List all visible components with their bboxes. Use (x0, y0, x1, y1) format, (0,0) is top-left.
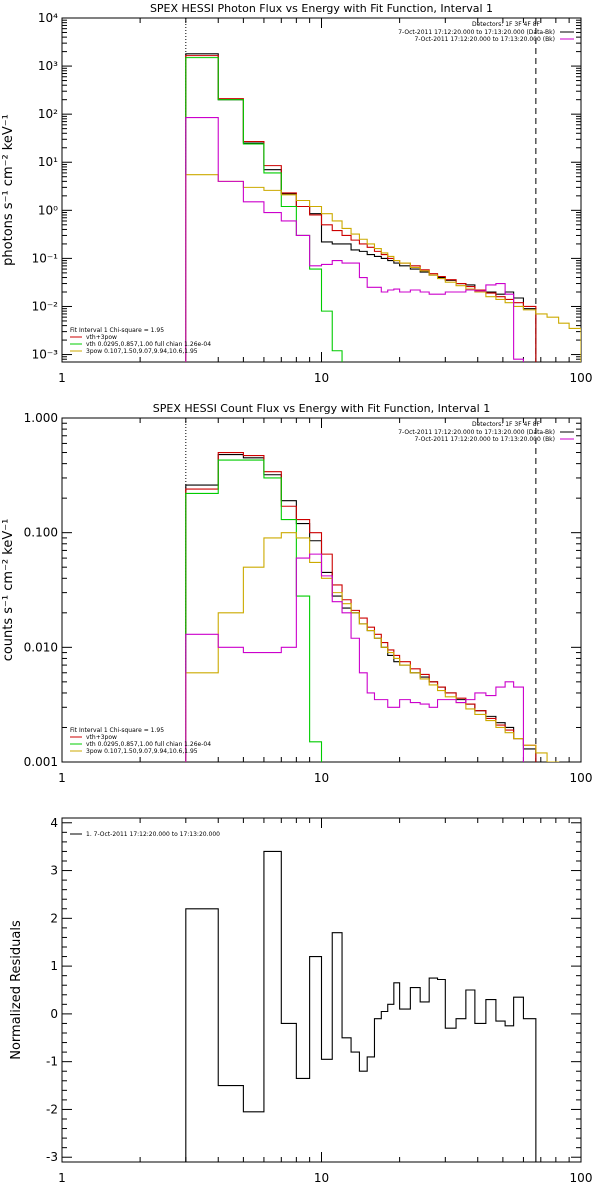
series-vth (185, 459, 323, 762)
series-vth-3pow (185, 55, 537, 362)
y-tick-label: 10⁰ (38, 203, 58, 217)
legend-entry-label: 7-Oct-2011 17:12:20.000 to 17:13:20.000 … (415, 436, 556, 443)
y-tick-label: 1 (50, 959, 58, 973)
y-tick-label: 4 (50, 816, 58, 830)
y-tick-label: 0.001 (24, 755, 58, 769)
y-tick-label: 0.010 (24, 640, 58, 654)
y-tick-label: -1 (46, 1055, 58, 1069)
y-tick-label: -3 (46, 1150, 58, 1164)
series-data-bk (185, 53, 537, 362)
series-vth-3pow (185, 451, 537, 762)
x-tick-label: 100 (570, 771, 593, 785)
y-tick-label: 3 (50, 864, 58, 878)
legend-fit-header: Fit Interval 1 Chi-square = 1.95 (70, 327, 164, 334)
y-tick-label: 10⁻³ (32, 348, 59, 362)
x-tick-label: 10 (314, 771, 329, 785)
y-tick-label: 10² (38, 107, 58, 121)
legend-entry-label: 1. 7-Oct-2011 17:12:20.000 to 17:13:20.0… (86, 831, 220, 838)
series-bk (185, 553, 524, 762)
y-tick-label: 10⁻¹ (32, 251, 59, 265)
series-bk (185, 117, 524, 362)
legend-entry-label: 7-Oct-2011 17:12:20.000 to 17:13:20.000 … (398, 429, 555, 436)
x-tick-label: 100 (570, 1171, 593, 1185)
plot-frame (61, 417, 582, 763)
y-tick-label: 0 (50, 1007, 58, 1021)
legend-entry-label: vth 0.0295,0.857,1.00 full chian 1.26e-0… (86, 741, 211, 748)
panel-3: 1 10 100 -3 -2 -1 0 1 2 3 4 Normalized Residuals 1. … (9, 816, 592, 1185)
panel-2: SPEX HESSI Count Flux vs Energy with Fit… (1, 402, 593, 785)
y-tick-label: 1.000 (24, 411, 58, 425)
y-axis-label: counts s⁻¹ cm⁻² keV⁻¹ (1, 519, 16, 662)
series-3pow (185, 174, 581, 362)
x-tick-label: 1 (58, 771, 66, 785)
x-tick-label: 100 (570, 371, 593, 385)
series-vth (185, 57, 343, 362)
y-tick-label: 0.100 (24, 526, 58, 540)
y-tick-label: 10⁴ (38, 11, 58, 25)
x-tick-label: 1 (58, 371, 66, 385)
y-tick-label: 2 (50, 911, 58, 925)
chart-title: SPEX HESSI Count Flux vs Energy with Fit… (153, 402, 490, 415)
y-axis-label: Normalized Residuals (9, 920, 24, 1060)
legend-entry-label: vth+3pow (86, 334, 117, 341)
x-tick-label: 10 (314, 1171, 329, 1185)
chart-title: SPEX HESSI Photon Flux vs Energy with Fi… (150, 2, 493, 15)
y-axis-label: photons s⁻¹ cm⁻² keV⁻¹ (1, 114, 16, 266)
y-tick-label: 10³ (38, 59, 58, 73)
panel-1: SPEX HESSI Photon Flux vs Energy with Fi… (1, 2, 592, 385)
legend-entry-label: 3pow 0.107,1.50,9.07,9.94,10.6,1.95 (86, 748, 198, 755)
legend-entry-label: vth 0.0295,0.857,1.00 full chian 1.26e-0… (86, 341, 211, 348)
legend-entry-label: 7-Oct-2011 17:12:20.000 to 17:13:20.000 … (398, 29, 555, 36)
y-tick-label: -2 (46, 1102, 58, 1116)
legend-detectors: Detectors: 1F 3F 4F 8F (472, 21, 541, 28)
x-tick-label: 1 (58, 1171, 66, 1185)
series-data-bk (185, 454, 537, 762)
legend-entry-label: 7-Oct-2011 17:12:20.000 to 17:13:20.000 … (415, 36, 556, 43)
y-tick-label: 10¹ (38, 155, 58, 169)
series-3pow (185, 532, 560, 762)
legend-fit-header: Fit Interval 1 Chi-square = 1.95 (70, 727, 164, 734)
legend-entry-label: vth+3pow (86, 734, 117, 741)
y-tick-label: 10⁻² (32, 299, 59, 313)
series-residuals (185, 850, 537, 1162)
legend-entry-label: 3pow 0.107,1.50,9.07,9.94,10.6,1.95 (86, 348, 198, 355)
legend-detectors: Detectors: 1F 3F 4F 8F (472, 421, 541, 428)
x-tick-label: 10 (314, 371, 329, 385)
